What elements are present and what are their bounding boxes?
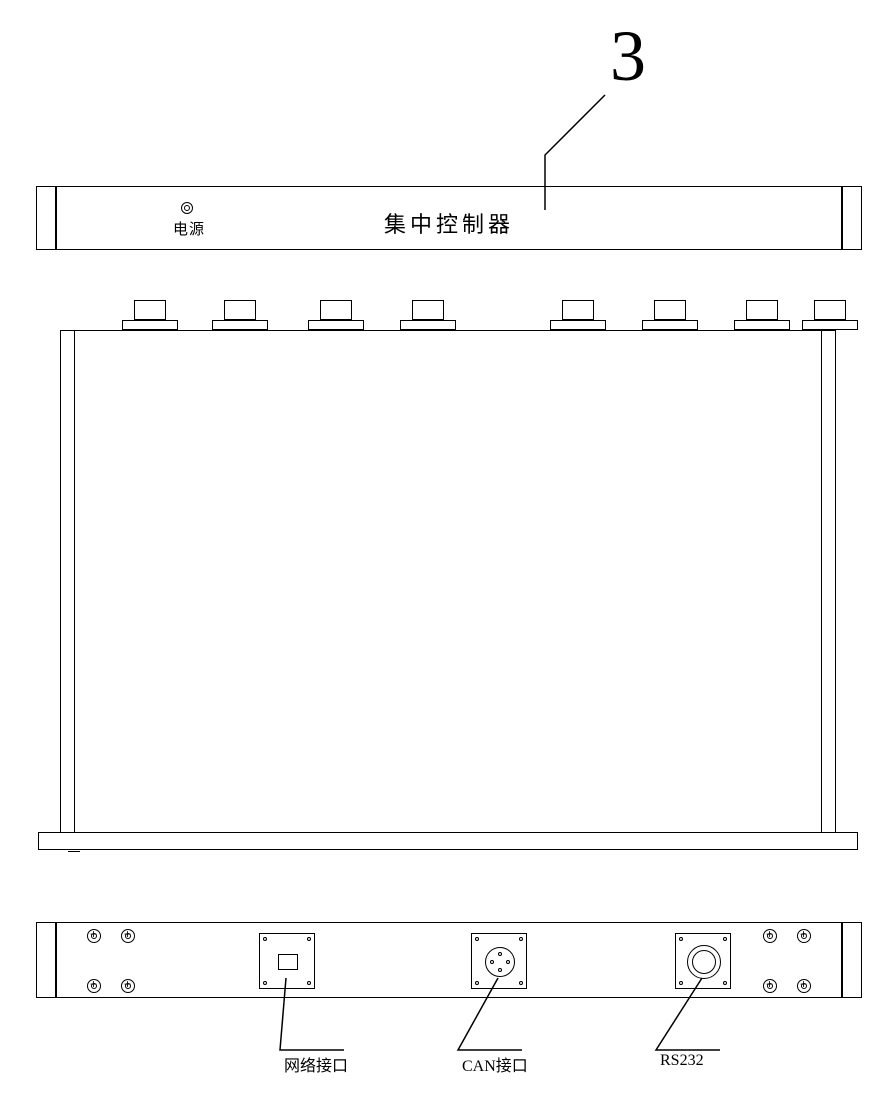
port-label-rj45: 网络接口 xyxy=(284,1052,348,1076)
port-label-can: CAN接口 xyxy=(462,1052,528,1076)
port-leader-lines xyxy=(0,0,896,1109)
port-label-rs232: RS232 xyxy=(660,1052,704,1070)
